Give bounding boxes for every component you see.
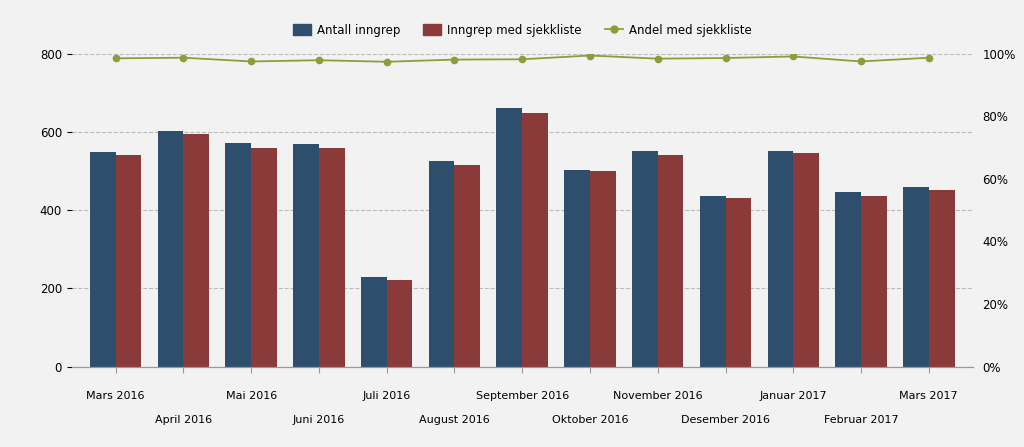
Bar bbox=[564, 170, 590, 367]
Bar bbox=[794, 153, 819, 367]
Bar bbox=[225, 143, 251, 367]
Bar bbox=[116, 155, 141, 367]
Text: April 2016: April 2016 bbox=[155, 415, 212, 425]
Bar bbox=[590, 171, 615, 367]
Bar bbox=[632, 151, 657, 367]
Bar bbox=[387, 280, 413, 367]
Bar bbox=[836, 192, 861, 367]
Text: Mars 2017: Mars 2017 bbox=[899, 391, 958, 401]
Text: Mai 2016: Mai 2016 bbox=[225, 391, 276, 401]
Bar bbox=[158, 131, 183, 367]
Bar bbox=[361, 277, 387, 367]
Bar bbox=[861, 196, 887, 367]
Bar bbox=[183, 134, 209, 367]
Bar bbox=[293, 143, 319, 367]
Bar bbox=[522, 113, 548, 367]
Text: August 2016: August 2016 bbox=[419, 415, 489, 425]
Bar bbox=[725, 198, 752, 367]
Legend: Antall inngrep, Inngrep med sjekkliste, Andel med sjekkliste: Antall inngrep, Inngrep med sjekkliste, … bbox=[288, 19, 757, 41]
Text: Desember 2016: Desember 2016 bbox=[681, 415, 770, 425]
Text: November 2016: November 2016 bbox=[613, 391, 702, 401]
Text: Juni 2016: Juni 2016 bbox=[293, 415, 345, 425]
Bar bbox=[657, 155, 683, 367]
Bar bbox=[929, 190, 954, 367]
Bar bbox=[497, 108, 522, 367]
Bar bbox=[768, 152, 794, 367]
Bar bbox=[455, 164, 480, 367]
Bar bbox=[903, 187, 929, 367]
Text: Januar 2017: Januar 2017 bbox=[760, 391, 827, 401]
Text: Februar 2017: Februar 2017 bbox=[823, 415, 898, 425]
Bar bbox=[251, 148, 276, 367]
Bar bbox=[90, 152, 116, 367]
Text: Oktober 2016: Oktober 2016 bbox=[552, 415, 629, 425]
Text: Juli 2016: Juli 2016 bbox=[362, 391, 411, 401]
Text: September 2016: September 2016 bbox=[475, 391, 569, 401]
Bar bbox=[319, 148, 345, 367]
Bar bbox=[699, 196, 725, 367]
Bar bbox=[429, 161, 455, 367]
Text: Mars 2016: Mars 2016 bbox=[86, 391, 145, 401]
